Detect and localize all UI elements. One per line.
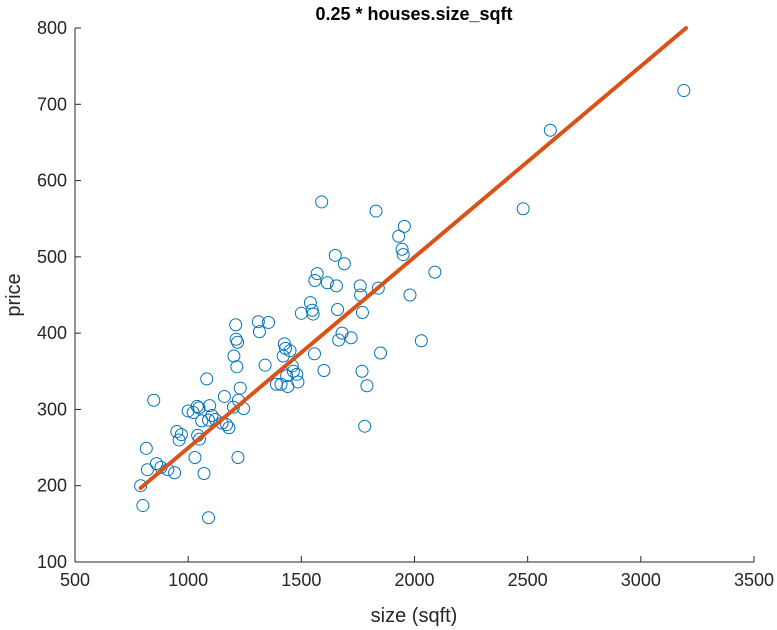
y-tick-label: 700 [37, 94, 67, 114]
data-point [332, 333, 346, 347]
x-tick-label: 1000 [168, 570, 208, 590]
data-point [217, 389, 231, 403]
data-point [231, 335, 245, 349]
data-point [395, 242, 409, 256]
data-point [344, 331, 358, 345]
data-point [220, 418, 234, 432]
data-point [543, 123, 557, 137]
y-tick-label: 100 [37, 552, 67, 572]
data-point [353, 279, 367, 293]
data-point [371, 281, 385, 295]
data-point [355, 364, 369, 378]
data-point [258, 358, 272, 372]
data-point [307, 347, 321, 361]
y-tick-label: 400 [37, 323, 67, 343]
data-point [195, 414, 209, 428]
data-point [428, 265, 442, 279]
x-axis-label: size (sqft) [371, 605, 458, 627]
data-point [358, 419, 372, 433]
x-tick-label: 2000 [394, 570, 434, 590]
data-point [174, 428, 188, 442]
data-point [397, 219, 411, 233]
data-point [200, 372, 214, 386]
data-point [315, 195, 329, 209]
data-point [262, 315, 276, 329]
data-point [310, 267, 324, 281]
x-tick-label: 1500 [281, 570, 321, 590]
y-tick-label: 200 [37, 476, 67, 496]
data-point [222, 421, 236, 435]
data-point [328, 248, 342, 262]
data-point [329, 279, 343, 293]
data-point [291, 375, 305, 389]
x-axis-ticks: 500 1000 1500 2000 2500 3000 3500 [60, 556, 774, 590]
data-point [149, 457, 163, 471]
data-point [147, 393, 161, 407]
data-point [172, 433, 186, 447]
chart-title: 0.25 * houses.size_sqft [315, 4, 512, 24]
data-point [331, 302, 345, 316]
data-point [369, 204, 383, 218]
data-point [360, 379, 374, 393]
data-point [230, 360, 244, 374]
data-point [252, 325, 266, 339]
data-point [139, 441, 153, 455]
data-point [231, 450, 245, 464]
y-axis-ticks: 100 200 300 400 500 600 700 800 [37, 18, 81, 572]
y-axis-label: price [3, 273, 25, 316]
data-point [317, 364, 331, 378]
data-point [134, 479, 148, 493]
y-tick-label: 300 [37, 399, 67, 419]
data-point [197, 467, 211, 481]
data-point [374, 346, 388, 360]
data-point [303, 296, 317, 310]
data-point [202, 511, 216, 525]
data-point [308, 274, 322, 288]
x-tick-label: 3000 [621, 570, 661, 590]
data-point [516, 202, 530, 216]
data-point [392, 229, 406, 243]
data-point [403, 288, 417, 302]
data-point [335, 326, 349, 340]
x-tick-label: 2500 [508, 570, 548, 590]
y-tick-label: 800 [37, 18, 67, 38]
data-point [283, 344, 297, 358]
data-point [290, 367, 304, 381]
data-point [170, 425, 184, 439]
data-point [227, 349, 241, 363]
data-point [136, 499, 150, 513]
data-point [233, 381, 247, 395]
data-point [202, 413, 216, 427]
data-point [355, 306, 369, 320]
data-point [229, 318, 243, 332]
x-tick-label: 3500 [734, 570, 774, 590]
data-point [286, 364, 300, 378]
data-point [168, 466, 182, 480]
data-point [140, 463, 154, 477]
fit-line [138, 26, 689, 491]
data-point [203, 399, 217, 413]
data-point [205, 409, 219, 423]
x-tick-label: 500 [60, 570, 90, 590]
data-point [396, 248, 410, 262]
data-point [306, 307, 320, 321]
data-point [192, 432, 206, 446]
y-tick-label: 500 [37, 247, 67, 267]
data-point [188, 450, 202, 464]
data-point [280, 369, 294, 383]
plot-area [134, 26, 691, 525]
data-point [677, 84, 691, 98]
data-point [320, 276, 334, 290]
data-point [414, 334, 428, 348]
data-point [192, 401, 206, 415]
data-point [294, 306, 308, 320]
data-point [251, 315, 265, 329]
data-point [337, 257, 351, 271]
y-tick-label: 600 [37, 171, 67, 191]
